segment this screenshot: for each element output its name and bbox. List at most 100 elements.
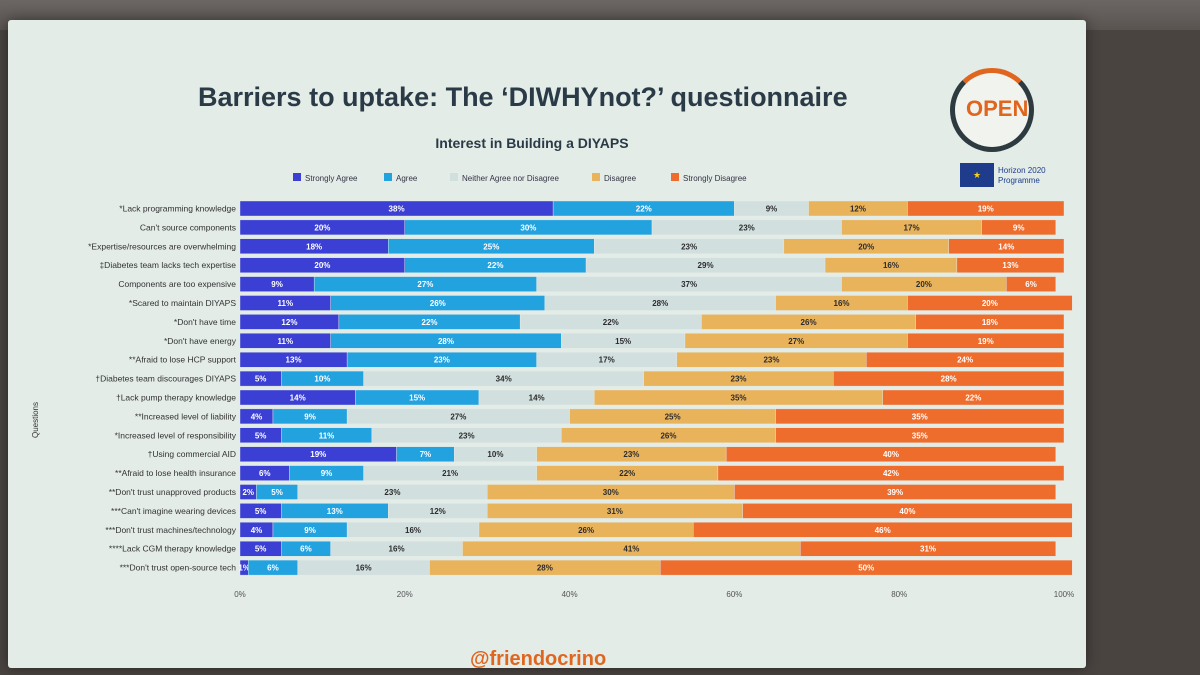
data-label: 19% <box>310 450 326 459</box>
data-label: 5% <box>255 507 267 516</box>
y-axis-label: Questions <box>31 402 40 438</box>
data-label: 12% <box>430 507 446 516</box>
open-logo-icon <box>950 68 1034 152</box>
data-label: 14% <box>998 242 1014 251</box>
data-label: 28% <box>941 375 957 384</box>
data-label: 9% <box>304 526 316 535</box>
data-label: 15% <box>409 394 425 403</box>
category-label: ***Don't trust machines/technology <box>105 525 236 535</box>
data-label: 24% <box>957 356 973 365</box>
category-label: ***Don't trust open-source tech <box>120 563 237 573</box>
data-label: 20% <box>982 299 998 308</box>
legend-label-0: Strongly Agree <box>305 174 358 183</box>
data-label: 25% <box>665 412 681 421</box>
data-label: 19% <box>978 337 994 346</box>
data-label: 27% <box>450 412 466 421</box>
data-label: 35% <box>912 412 928 421</box>
bar-segment <box>693 522 1073 538</box>
data-label: 26% <box>578 526 594 535</box>
data-label: 12% <box>281 318 297 327</box>
open-logo-text: OPEN <box>966 96 1029 121</box>
category-label: †Diabetes team discourages DIYAPS <box>95 374 236 384</box>
data-label: 18% <box>306 242 322 251</box>
category-label: **Afraid to lose health insurance <box>115 468 236 478</box>
data-label: 6% <box>259 469 271 478</box>
data-label: 23% <box>434 356 450 365</box>
bar-segment <box>907 295 1073 311</box>
x-tick-label: 0% <box>234 590 246 599</box>
data-label: 20% <box>314 261 330 270</box>
data-label: 11% <box>278 299 294 308</box>
data-label: 35% <box>912 431 928 440</box>
bar-segment <box>775 408 1065 425</box>
bar-segment <box>907 333 1065 349</box>
data-label: 46% <box>875 526 891 535</box>
legend-label-3: Disagree <box>604 174 637 183</box>
category-label: **Don't trust unapproved products <box>109 487 236 497</box>
data-label: 21% <box>442 469 458 478</box>
category-label: ****Lack CGM therapy knowledge <box>109 544 236 554</box>
category-label: *Don't have energy <box>164 336 237 346</box>
chart-title: Interest in Building a DIYAPS <box>435 135 628 151</box>
data-label: 27% <box>417 280 433 289</box>
data-label: 41% <box>623 545 639 554</box>
bar-segment <box>725 446 1056 462</box>
data-label: 6% <box>300 545 312 554</box>
bar-segment <box>1006 276 1056 292</box>
data-label: 22% <box>619 469 635 478</box>
data-label: 20% <box>858 242 874 251</box>
stacked-bar-chart: Interest in Building a DIYAPS Strongly A… <box>31 135 1074 599</box>
data-label: 9% <box>304 412 316 421</box>
data-label: 15% <box>615 337 631 346</box>
chart-legend: Strongly Agree Agree Neither Agree nor Dis… <box>293 173 747 183</box>
x-tick-label: 60% <box>726 590 742 599</box>
data-label: 18% <box>982 318 998 327</box>
data-label: 30% <box>520 223 536 232</box>
data-label: 4% <box>251 412 263 421</box>
data-label: 9% <box>271 280 283 289</box>
data-label: 26% <box>801 318 817 327</box>
data-label: 10% <box>487 450 503 459</box>
data-label: 2% <box>242 488 254 497</box>
category-label: **Increased level of liability <box>135 411 237 421</box>
data-label: 17% <box>904 223 920 232</box>
data-label: 16% <box>883 261 899 270</box>
twitter-handle: @friendocrino <box>470 648 607 668</box>
category-label: *Increased level of responsibility <box>115 430 237 440</box>
eu-label-line2: Programme <box>998 176 1040 185</box>
category-label: †Lack pump therapy knowledge <box>116 393 236 403</box>
category-label: *Expertise/resources are overwhelming <box>88 241 236 251</box>
data-label: 13% <box>327 507 343 516</box>
data-label: 12% <box>850 205 866 214</box>
bar-segment <box>882 389 1065 406</box>
data-label: 4% <box>251 526 263 535</box>
legend-swatch-2 <box>450 173 458 181</box>
data-label: 31% <box>607 507 623 516</box>
data-label: 13% <box>1002 261 1018 270</box>
category-label: †Using commercial AID <box>148 449 236 459</box>
bar-segment <box>775 427 1065 443</box>
data-label: 29% <box>698 261 714 270</box>
data-label: 22% <box>422 318 438 327</box>
data-label: 40% <box>899 507 915 516</box>
category-label: *Scared to maintain DIYAPS <box>129 298 236 308</box>
data-label: 1% <box>238 564 250 573</box>
data-label: 23% <box>681 242 697 251</box>
bar-segment <box>866 352 1065 368</box>
category-label: *Lack programming knowledge <box>119 204 236 214</box>
legend-label-1: Agree <box>396 174 418 183</box>
data-label: 9% <box>766 205 778 214</box>
data-label: 10% <box>314 375 330 384</box>
data-label: 17% <box>599 356 615 365</box>
data-label: 30% <box>603 488 619 497</box>
data-label: 31% <box>920 545 936 554</box>
data-label: 35% <box>731 394 747 403</box>
data-label: 50% <box>858 564 874 573</box>
data-label: 6% <box>267 564 279 573</box>
data-label: 23% <box>763 356 779 365</box>
x-axis-ticks: 0% 20% 40% 60% 80% 100% <box>234 590 1074 599</box>
data-label: 22% <box>487 261 503 270</box>
category-label: *Don't have time <box>174 317 236 327</box>
category-label: Components are too expensive <box>118 279 236 289</box>
data-label: 40% <box>883 450 899 459</box>
